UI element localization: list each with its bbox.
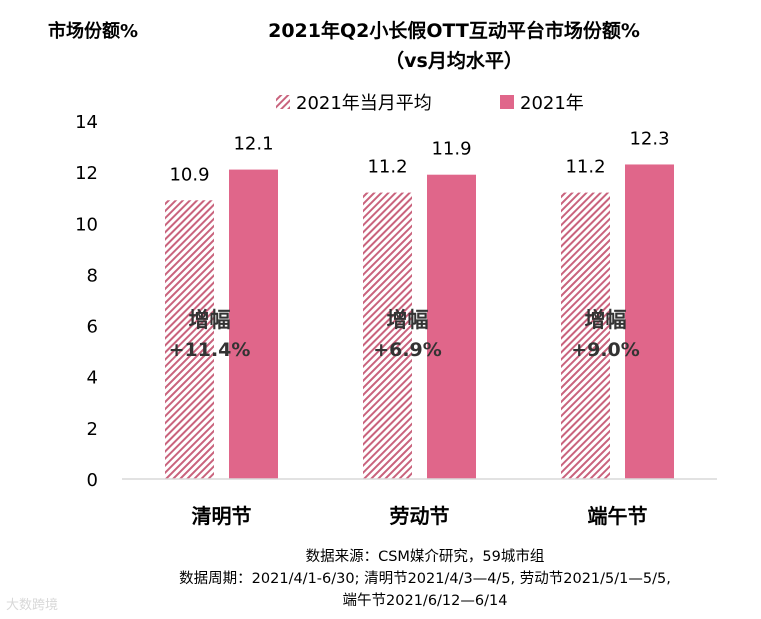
watermark: 大数跨境 [6, 598, 59, 613]
increase-label: 增幅 [585, 308, 627, 332]
increase-label: 增幅 [387, 308, 429, 332]
footnote-period-cont: 端午节2021/6/12—6/14 [343, 592, 508, 609]
legend-swatch-hatched [276, 95, 290, 109]
increase-annotations: 增幅 +11.4% 增幅 +6.9% 增幅 +9.0% [169, 308, 640, 361]
y-axis-title: 市场份额% [48, 20, 138, 42]
y-tick-label: 8 [87, 265, 98, 286]
bar-2021 [427, 174, 476, 479]
y-tick-label: 14 [75, 112, 98, 133]
x-axis-labels: 清明节 劳动节 端午节 [192, 504, 648, 528]
value-label: 12.3 [629, 128, 669, 149]
y-tick-label: 12 [75, 163, 98, 184]
legend-swatch-solid [500, 95, 514, 109]
category-label: 劳动节 [390, 504, 450, 528]
value-labels: 10.9 12.1 11.2 11.9 11.2 12.3 [169, 128, 669, 185]
y-axis: 0 2 4 6 8 10 12 14 [75, 112, 98, 491]
legend: 2021年当月平均 2021年 [276, 93, 584, 114]
value-label: 12.1 [233, 134, 273, 155]
value-label: 11.2 [367, 157, 407, 178]
bar-2021 [625, 164, 674, 479]
bar-monthly-average [561, 192, 610, 479]
footnote-source: 数据来源：CSM媒介研究，59城市组 [306, 548, 545, 565]
category-label: 端午节 [588, 504, 648, 528]
y-tick-label: 4 [87, 368, 98, 389]
bars [165, 164, 674, 480]
increase-label: 增幅 [189, 308, 231, 332]
legend-label-2021: 2021年 [520, 93, 584, 114]
increase-value: +11.4% [169, 339, 251, 361]
bar-monthly-average [363, 192, 412, 479]
value-label: 11.2 [565, 157, 605, 178]
y-tick-label: 0 [87, 470, 98, 491]
category-label: 清明节 [192, 504, 252, 528]
chart-title-line1: 2021年Q2小长假OTT互动平台市场份额% [268, 19, 640, 42]
bar-monthly-average [165, 200, 214, 479]
y-tick-label: 2 [87, 419, 98, 440]
footnote-period: 数据周期：2021/4/1-6/30; 清明节2021/4/3—4/5, 劳动节… [179, 570, 671, 587]
legend-label-monthly-average: 2021年当月平均 [296, 93, 432, 114]
bar-2021 [229, 169, 278, 480]
y-tick-label: 10 [75, 214, 98, 235]
y-tick-label: 6 [87, 317, 98, 338]
chart-title-line2: （vs月均水平） [385, 49, 523, 72]
increase-value: +6.9% [373, 339, 442, 361]
increase-value: +9.0% [571, 339, 640, 361]
value-label: 11.9 [431, 139, 471, 160]
value-label: 10.9 [169, 164, 209, 185]
